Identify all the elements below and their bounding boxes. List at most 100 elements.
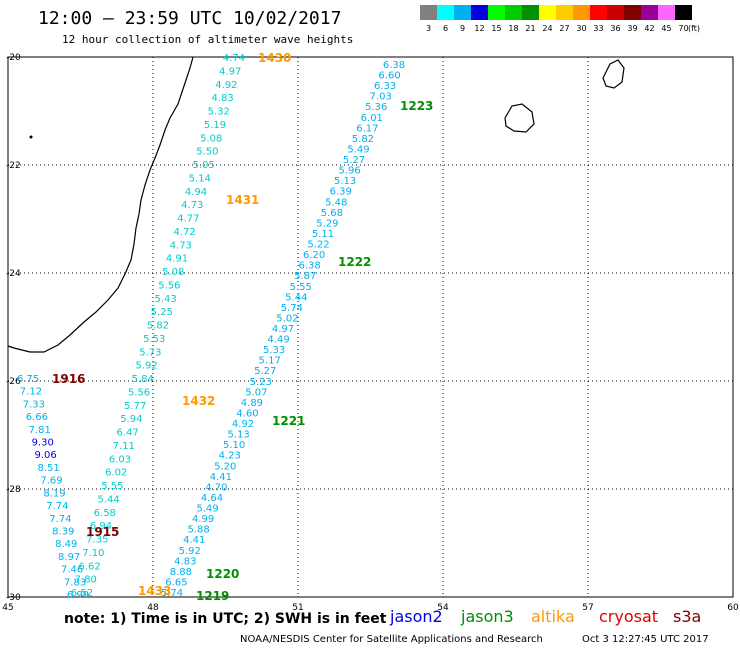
wave-height-value: 6.39 bbox=[330, 187, 352, 198]
scale-label-39: 39 bbox=[627, 24, 638, 33]
scale-swatch-3 bbox=[420, 5, 437, 20]
wave-height-value: 4.41 bbox=[210, 472, 232, 483]
wave-height-value: 4.73 bbox=[170, 240, 192, 251]
wave-height-value: 4.94 bbox=[185, 187, 207, 198]
footer-timestamp: Oct 3 12:27:45 UTC 2017 bbox=[582, 634, 709, 645]
wave-height-value: 6.75 bbox=[17, 374, 39, 385]
scale-label-70: 70 bbox=[678, 24, 689, 33]
sat-legend-jason2: jason2 bbox=[390, 607, 443, 626]
wave-height-value: 5.07 bbox=[245, 387, 267, 398]
wave-height-value: 5.82 bbox=[147, 321, 169, 332]
wave-height-value: 5.94 bbox=[120, 414, 142, 425]
wave-height-value: 5.05 bbox=[192, 160, 214, 171]
scale-swatch-27 bbox=[556, 5, 573, 20]
wave-height-value: 8.19 bbox=[43, 488, 65, 499]
wave-height-value: 5.10 bbox=[223, 440, 245, 451]
scale-label-42: 42 bbox=[644, 24, 655, 33]
wave-height-value: 5.29 bbox=[316, 218, 338, 229]
pass-time-label: 1222 bbox=[338, 255, 371, 269]
pass-time-label: 1219 bbox=[196, 589, 229, 603]
scale-swatch-15 bbox=[488, 5, 505, 20]
scale-label-18: 18 bbox=[508, 24, 519, 33]
lat-tick-label: -20 bbox=[6, 53, 21, 63]
wave-height-value: 5.27 bbox=[254, 366, 276, 377]
wave-height-value: 5.74 bbox=[281, 303, 303, 314]
scale-label-12: 12 bbox=[474, 24, 485, 33]
sat-legend-s3a: s3a bbox=[673, 607, 702, 626]
wave-height-value: 5.13 bbox=[227, 430, 249, 441]
wave-height-value: 5.20 bbox=[214, 461, 236, 472]
wave-height-value: 6.02 bbox=[105, 468, 127, 479]
wave-height-value: 4.97 bbox=[272, 324, 294, 335]
pass-time-label: 1431 bbox=[226, 193, 259, 207]
wave-height-value: 7.03 bbox=[370, 92, 392, 103]
lat-tick-label: -24 bbox=[6, 269, 21, 279]
wave-height-value: 5.49 bbox=[196, 504, 218, 515]
wave-height-value: 5.88 bbox=[188, 525, 210, 536]
wave-height-value: 5.25 bbox=[151, 307, 173, 318]
wave-height-value: 5.74 bbox=[161, 588, 183, 599]
wave-height-value: 5.17 bbox=[259, 356, 281, 367]
islet-marker bbox=[29, 135, 33, 139]
wave-height-value: 5.13 bbox=[334, 176, 356, 187]
map-frame bbox=[7, 56, 734, 598]
scale-unit: (ft) bbox=[688, 24, 701, 33]
scale-swatch-42 bbox=[641, 5, 658, 20]
wave-height-value: 5.44 bbox=[97, 494, 119, 505]
wave-height-value: 4.60 bbox=[236, 408, 258, 419]
wave-height-value: 8.88 bbox=[170, 567, 192, 578]
scale-swatch-30 bbox=[573, 5, 590, 20]
wave-height-value: 6.38 bbox=[299, 261, 321, 272]
wave-height-value: 5.22 bbox=[307, 240, 329, 251]
wave-height-value: 6.17 bbox=[356, 123, 378, 134]
wave-height-value: 5.84 bbox=[132, 374, 154, 385]
lat-tick-label: -22 bbox=[6, 161, 21, 171]
wave-height-value: 6.66 bbox=[26, 412, 48, 423]
scale-label-3: 3 bbox=[425, 24, 432, 33]
wave-height-value: 7.83 bbox=[64, 577, 86, 588]
wave-height-value: 6.60 bbox=[378, 71, 400, 82]
wave-height-value: 8.49 bbox=[55, 539, 77, 550]
wave-height-value: 7.81 bbox=[29, 425, 51, 436]
wave-height-value: 7.69 bbox=[40, 476, 62, 487]
wave-height-value: 6.94 bbox=[90, 521, 112, 532]
wave-height-value: 6.01 bbox=[361, 113, 383, 124]
pass-time-label: 1223 bbox=[400, 99, 433, 113]
wave-height-value: 5.68 bbox=[321, 208, 343, 219]
wave-height-value: 5.50 bbox=[196, 147, 218, 158]
wave-height-value: 5.02 bbox=[276, 313, 298, 324]
scale-swatch-70 bbox=[675, 5, 692, 20]
wave-height-value: 6.33 bbox=[374, 81, 396, 92]
footer-note: note: 1) Time is in UTC; 2) SWH is in fe… bbox=[64, 611, 387, 627]
scale-swatch-36 bbox=[607, 5, 624, 20]
wave-height-value: 5.92 bbox=[135, 361, 157, 372]
scale-swatch-39 bbox=[624, 5, 641, 20]
madagascar-coastline bbox=[7, 56, 194, 353]
scale-label-45: 45 bbox=[661, 24, 672, 33]
lat-tick-label: -30 bbox=[6, 593, 21, 603]
scale-swatch-24 bbox=[539, 5, 556, 20]
wave-height-value: 5.96 bbox=[338, 166, 360, 177]
sat-legend-cryosat: cryosat bbox=[599, 607, 659, 626]
scale-swatch-45 bbox=[658, 5, 675, 20]
wave-height-value: 5.55 bbox=[101, 481, 123, 492]
wave-height-value: 4.91 bbox=[166, 254, 188, 265]
wave-height-value: 5.87 bbox=[294, 271, 316, 282]
wave-height-value: 6.47 bbox=[116, 428, 138, 439]
wave-height-value: 5.48 bbox=[325, 197, 347, 208]
lon-tick-label: 54 bbox=[437, 603, 449, 613]
scale-label-9: 9 bbox=[459, 24, 466, 33]
wave-height-value: 7.80 bbox=[75, 575, 97, 586]
wave-height-value: 5.82 bbox=[352, 134, 374, 145]
wave-height-value: 8.97 bbox=[58, 552, 80, 563]
wave-height-value: 7.74 bbox=[46, 501, 68, 512]
wave-height-value: 4.49 bbox=[267, 335, 289, 346]
wave-height-value: 9.30 bbox=[32, 438, 54, 449]
pass-time-label: 1221 bbox=[272, 414, 305, 428]
wave-height-value: 5.92 bbox=[179, 546, 201, 557]
scale-swatch-12 bbox=[471, 5, 488, 20]
wave-height-value: 7.33 bbox=[23, 399, 45, 410]
wave-height-value: 7.11 bbox=[113, 441, 135, 452]
wave-height-value: 4.92 bbox=[232, 419, 254, 430]
